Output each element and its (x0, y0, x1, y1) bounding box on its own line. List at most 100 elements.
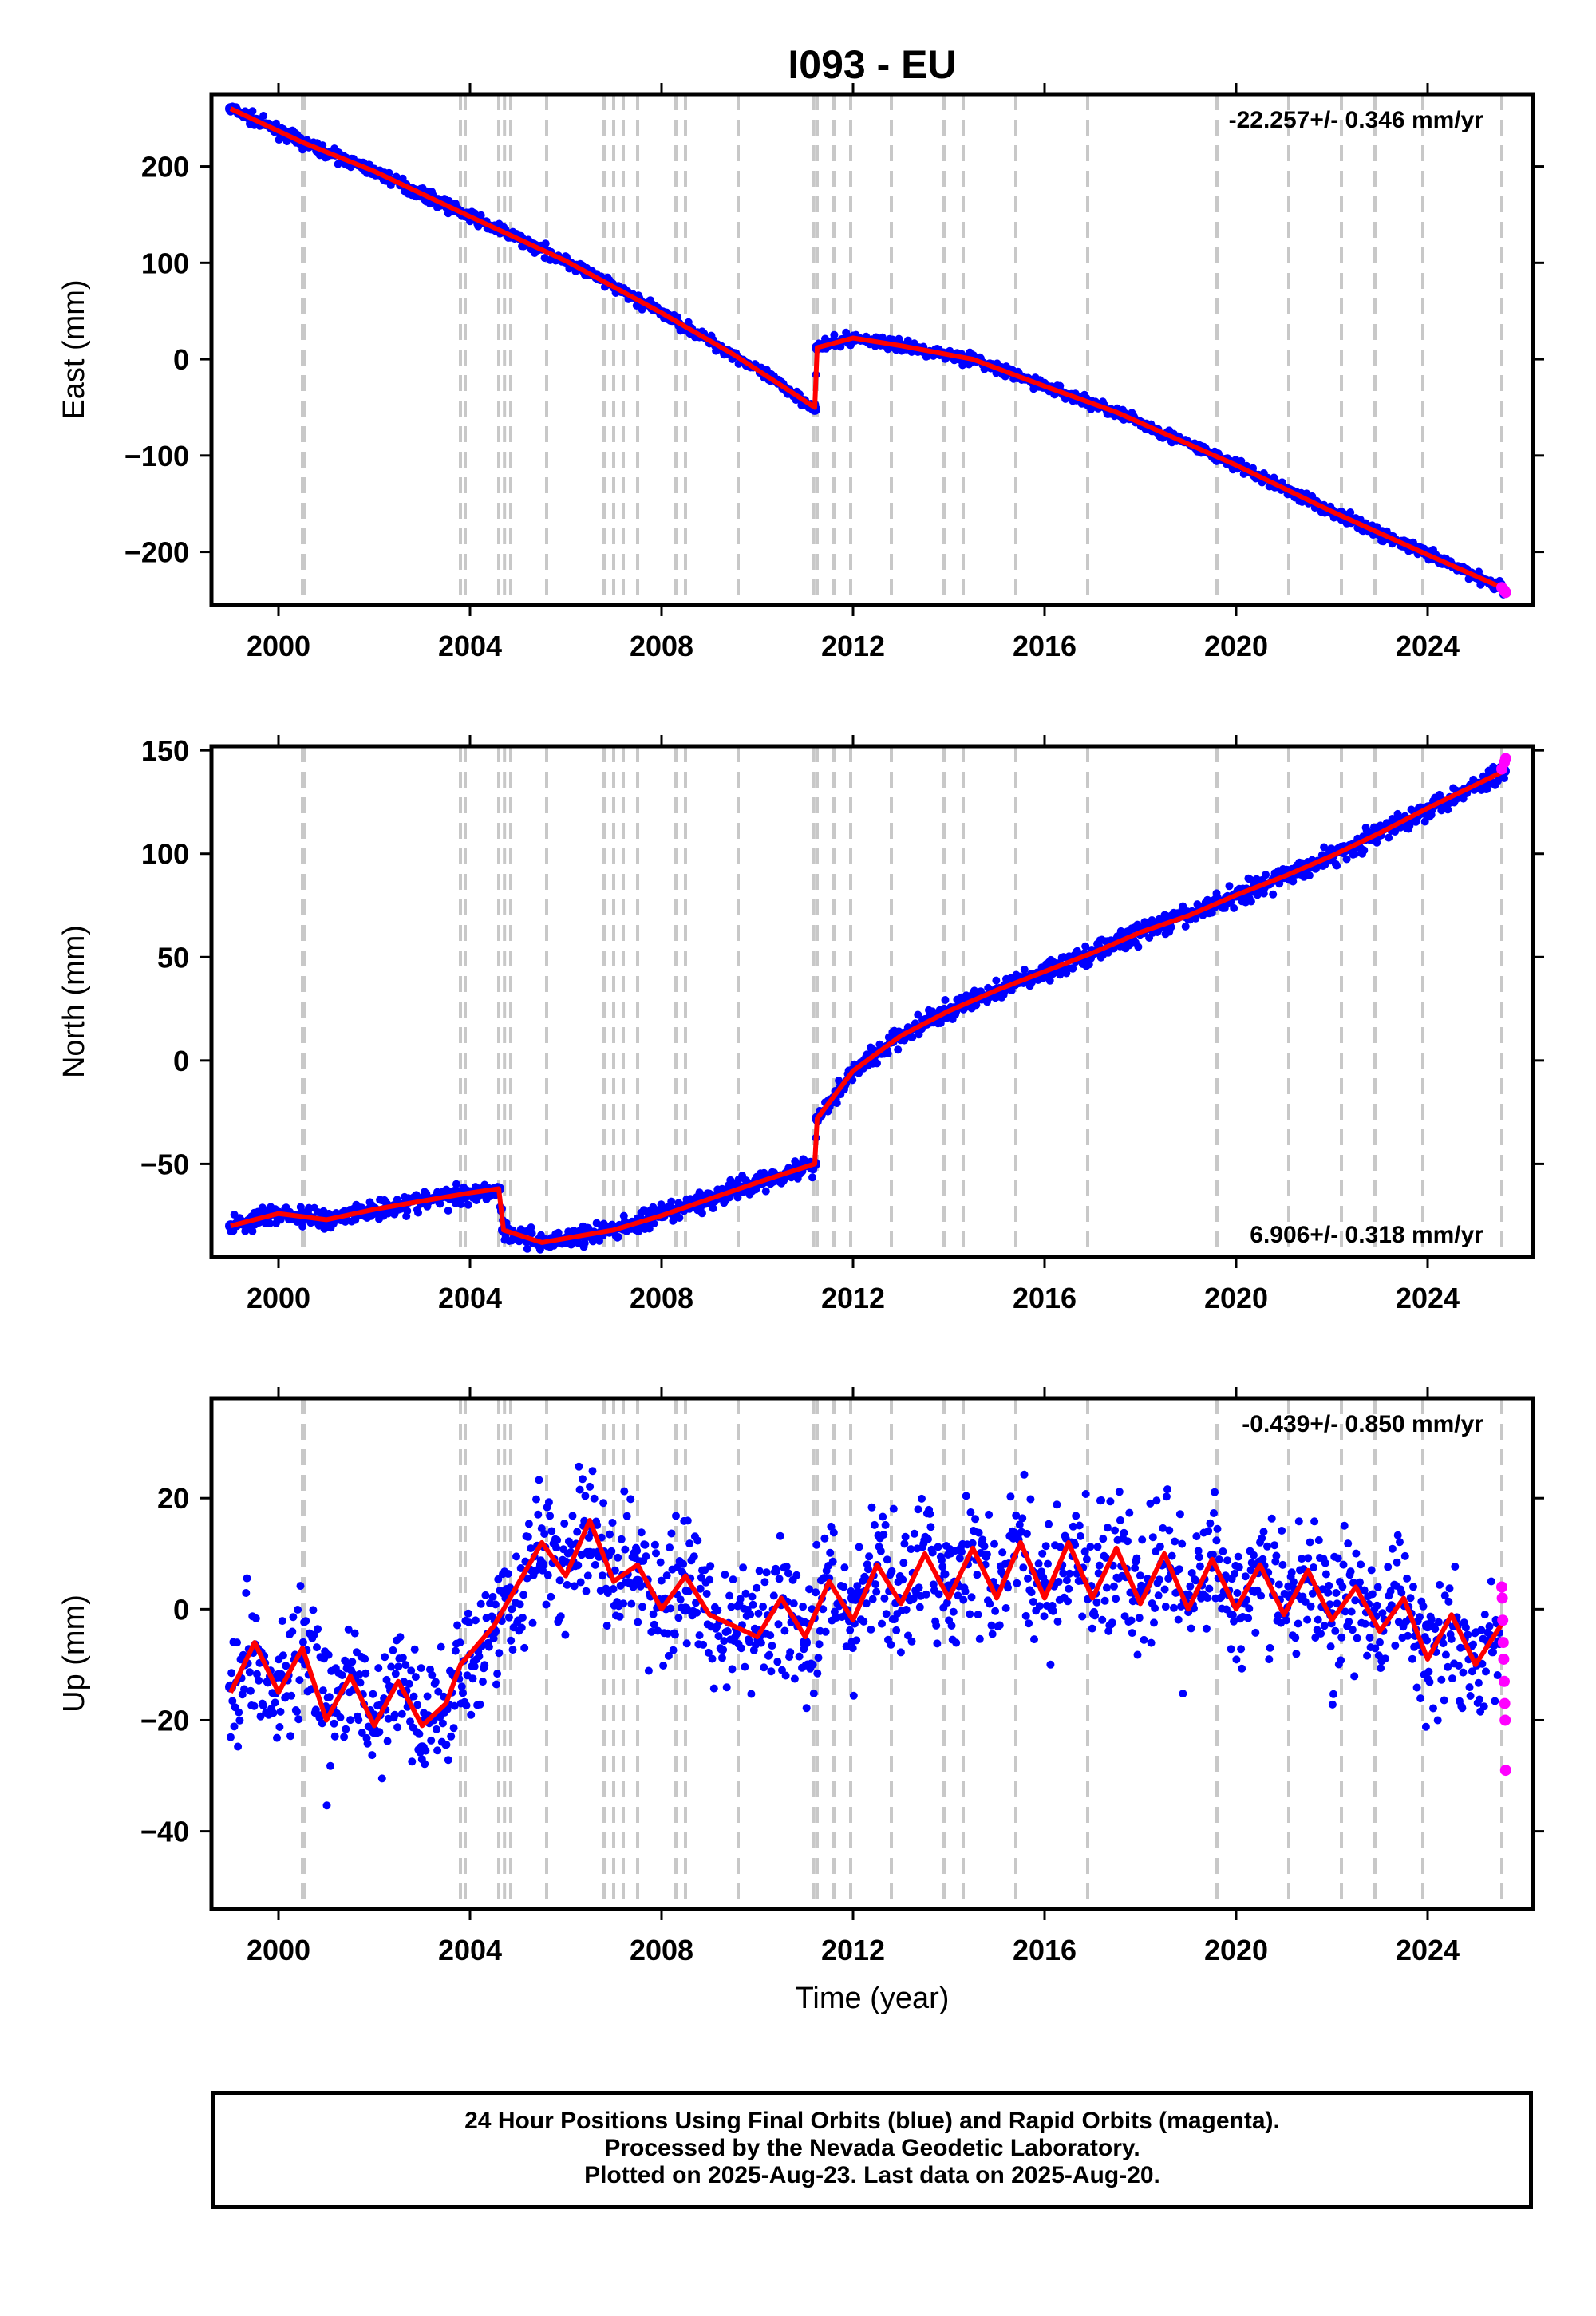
final-orbit-point (782, 1562, 791, 1571)
final-orbit-point (361, 1654, 369, 1663)
final-orbit-point (1290, 1578, 1298, 1587)
footer-line-2: Processed by the Nevada Geodetic Laborat… (604, 2135, 1140, 2161)
final-orbit-point (431, 1678, 440, 1686)
final-orbit-point (547, 1592, 555, 1601)
final-orbit-point (883, 1555, 891, 1564)
final-orbit-point (619, 1599, 628, 1608)
final-orbit-point (867, 1503, 876, 1512)
final-orbit-point (904, 1631, 912, 1640)
final-orbit-point (242, 1589, 251, 1597)
final-orbit-point (354, 1716, 363, 1725)
rapid-orbit-point (1496, 1592, 1508, 1604)
final-orbit-point (1448, 1674, 1456, 1683)
final-orbit-point (721, 1571, 729, 1579)
final-orbit-point (1155, 1575, 1163, 1584)
final-orbit-point (915, 1583, 923, 1592)
final-orbit-point (615, 1612, 624, 1621)
final-orbit-point (645, 1224, 654, 1233)
final-orbit-point (488, 1592, 497, 1601)
x-tick-label: 2024 (1396, 1282, 1460, 1314)
final-orbit-point (1045, 1520, 1053, 1528)
final-orbit-point (932, 1621, 941, 1630)
final-orbit-point (1001, 1604, 1010, 1612)
x-tick-label: 2024 (1396, 630, 1460, 662)
final-orbit-point (1480, 1611, 1489, 1619)
final-orbit-point (1241, 1572, 1250, 1581)
final-orbit-point (519, 1591, 528, 1599)
final-orbit-point (745, 1638, 754, 1646)
figure-title: I093 - EU (788, 42, 956, 87)
final-orbit-point (391, 1670, 400, 1678)
final-orbit-point (433, 1746, 442, 1755)
final-orbit-point (901, 1532, 910, 1541)
final-orbit-point (442, 1741, 451, 1749)
final-orbit-point (233, 1638, 241, 1647)
final-orbit-point (1333, 861, 1341, 870)
final-orbit-point (1104, 1524, 1112, 1532)
final-orbit-point (1038, 1549, 1047, 1558)
final-orbit-point (650, 1540, 659, 1549)
final-orbit-point (1337, 1633, 1346, 1642)
final-orbit-point (1257, 1591, 1266, 1600)
final-orbit-point (437, 1642, 445, 1651)
rapid-orbit-point (1499, 587, 1511, 599)
final-orbit-point (247, 1686, 255, 1695)
north-frame (209, 744, 1535, 1259)
final-orbit-point (757, 1638, 765, 1647)
final-orbit-point (1404, 1631, 1412, 1640)
final-orbit-point (853, 1582, 862, 1591)
final-orbit-point (666, 1604, 675, 1613)
final-orbit-point (584, 1547, 595, 1559)
final-orbit-point (708, 1654, 717, 1663)
final-orbit-point (637, 1528, 646, 1537)
final-orbit-point (1205, 1584, 1214, 1593)
final-orbit-point (847, 1592, 859, 1604)
final-orbit-point (1154, 1591, 1163, 1600)
final-orbit-point (814, 1654, 823, 1662)
final-orbit-point (709, 1684, 718, 1693)
final-orbit-point (748, 1592, 757, 1601)
final-orbit-point (971, 1515, 980, 1524)
final-orbit-point (992, 976, 1001, 985)
final-orbit-point (456, 1638, 464, 1647)
final-orbit-point (1356, 1578, 1364, 1587)
final-orbit-point (598, 1571, 606, 1580)
final-orbit-point (1204, 1527, 1213, 1535)
final-orbit-point (1477, 1626, 1486, 1634)
final-orbit-point (382, 1675, 391, 1684)
final-orbit-point (709, 1204, 717, 1213)
final-orbit-point (1350, 850, 1359, 858)
final-orbit-point (1175, 1565, 1183, 1574)
x-tick-label: 2012 (821, 1282, 885, 1314)
final-orbit-point (570, 1582, 579, 1591)
final-orbit-point (1329, 1690, 1337, 1698)
final-orbit-point (1493, 1671, 1502, 1679)
final-orbit-point (650, 1620, 658, 1629)
final-orbit-point (340, 1733, 349, 1741)
final-orbit-point (879, 1512, 887, 1521)
final-orbit-point (1232, 1655, 1241, 1664)
final-orbit-point (528, 1618, 537, 1627)
final-orbit-point (1095, 1561, 1104, 1570)
final-orbit-point (381, 1653, 389, 1662)
final-orbit-point (1223, 1556, 1231, 1565)
final-orbit-point (1234, 1552, 1242, 1561)
final-orbit-point (991, 1607, 1000, 1615)
east-final-orbit-points (225, 102, 1510, 599)
final-orbit-point (1304, 1554, 1313, 1563)
final-orbit-point (1059, 1569, 1068, 1578)
final-orbit-point (967, 1593, 976, 1602)
final-orbit-point (805, 1585, 814, 1594)
final-orbit-point (1116, 1516, 1124, 1524)
x-tick-label: 2008 (630, 1934, 693, 1966)
y-tick-label: 0 (173, 1045, 189, 1077)
final-orbit-point (839, 1583, 848, 1591)
final-orbit-point (1097, 1496, 1106, 1504)
final-orbit-point (393, 1196, 401, 1204)
final-orbit-point (1483, 785, 1491, 793)
final-orbit-point (1451, 1563, 1460, 1571)
final-orbit-point (959, 1595, 968, 1604)
y-tick-label: 200 (141, 151, 189, 184)
rapid-orbit-point (1499, 753, 1511, 765)
final-orbit-point (667, 1529, 676, 1538)
